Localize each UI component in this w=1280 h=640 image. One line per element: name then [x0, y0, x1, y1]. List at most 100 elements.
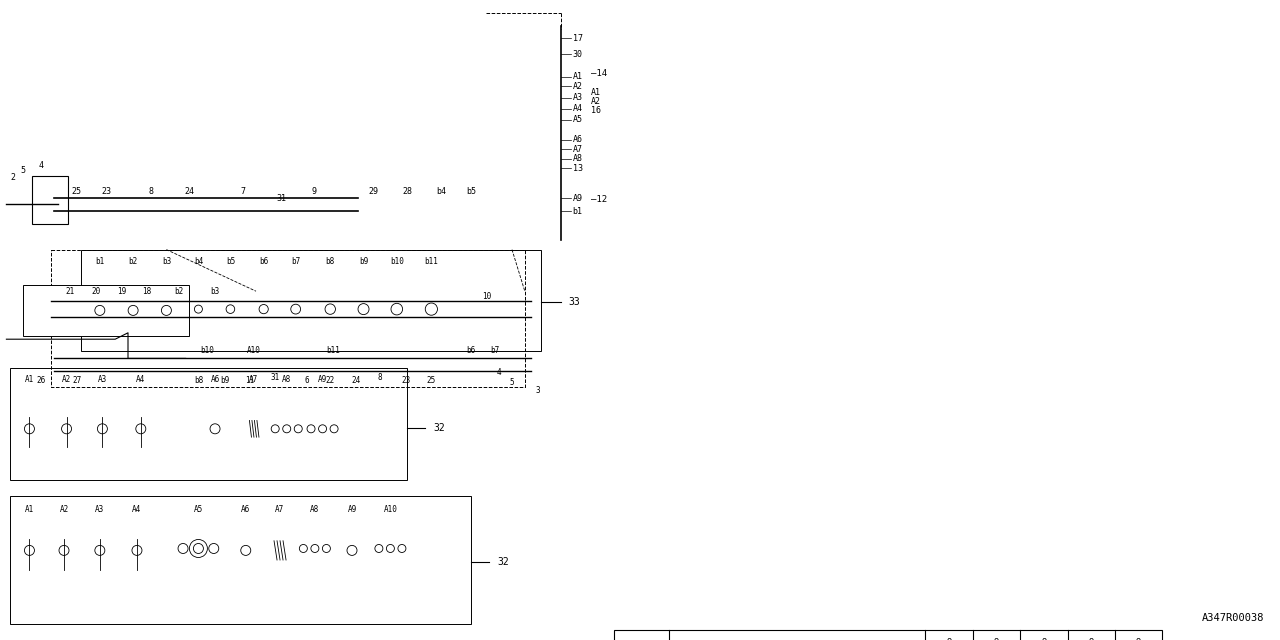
Bar	[10, 368, 407, 480]
Text: 9
1: 9 1	[993, 638, 1000, 640]
Text: 9
3: 9 3	[1088, 638, 1094, 640]
Text: A7: A7	[248, 376, 259, 385]
Bar	[10, 496, 471, 624]
Text: A7: A7	[572, 145, 582, 154]
Text: 23: 23	[401, 376, 411, 385]
Text: A1: A1	[24, 506, 35, 515]
Text: 6: 6	[305, 376, 310, 385]
Text: 32: 32	[433, 422, 445, 433]
Text: A1: A1	[590, 88, 600, 97]
Text: b10: b10	[201, 346, 214, 355]
Text: b1: b1	[95, 257, 105, 266]
Text: A9: A9	[572, 194, 582, 203]
Text: 5: 5	[509, 378, 515, 387]
Text: 21: 21	[65, 287, 76, 296]
Text: b5: b5	[225, 257, 236, 266]
Bar	[51, 250, 525, 387]
Text: b7: b7	[291, 257, 301, 266]
Text: A3: A3	[97, 376, 108, 385]
Text: 22: 22	[325, 376, 335, 385]
Bar	[614, 630, 1162, 640]
Text: 13: 13	[572, 164, 582, 173]
Text: A2: A2	[59, 506, 69, 515]
Text: 9: 9	[311, 188, 316, 196]
Text: b8: b8	[193, 376, 204, 385]
Text: A6: A6	[241, 506, 251, 515]
Text: A6: A6	[572, 135, 582, 144]
Text: b3: b3	[161, 257, 172, 266]
Text: A5: A5	[572, 115, 582, 124]
Text: A3: A3	[572, 93, 582, 102]
Text: A2: A2	[590, 97, 600, 106]
Text: A9: A9	[347, 506, 357, 515]
Text: 19: 19	[116, 287, 127, 296]
Text: b10: b10	[390, 257, 403, 266]
Text: A347R00038: A347R00038	[1202, 612, 1265, 623]
Text: b3: b3	[210, 287, 220, 296]
Text: A10: A10	[247, 346, 260, 355]
Text: 25: 25	[426, 376, 436, 385]
Text: A3: A3	[95, 506, 105, 515]
Text: 9
2: 9 2	[1041, 638, 1047, 640]
Text: b6: b6	[259, 257, 269, 266]
Text: A10: A10	[384, 506, 397, 515]
Text: b4: b4	[436, 188, 447, 196]
Text: 31: 31	[270, 373, 280, 382]
Text: b8: b8	[325, 257, 335, 266]
Text: 10: 10	[481, 292, 492, 301]
Text: b9: b9	[358, 257, 369, 266]
Text: b11: b11	[326, 346, 339, 355]
Bar	[32, 176, 68, 224]
Text: 23: 23	[101, 188, 111, 196]
Text: 26: 26	[36, 376, 46, 385]
Text: 30: 30	[572, 50, 582, 59]
Text: 28: 28	[402, 188, 412, 196]
Text: 33: 33	[568, 297, 581, 307]
Text: 9
0: 9 0	[946, 638, 952, 640]
Text: A2: A2	[61, 376, 72, 385]
Text: 16: 16	[590, 106, 600, 115]
Text: 8: 8	[148, 188, 154, 196]
Text: 3: 3	[535, 386, 540, 395]
Text: 4: 4	[38, 161, 44, 170]
Text: A8: A8	[310, 506, 320, 515]
Text: 2: 2	[10, 173, 15, 182]
Text: A8: A8	[572, 154, 582, 163]
Text: A7: A7	[274, 506, 284, 515]
Text: 32: 32	[497, 557, 509, 567]
Text: b2: b2	[174, 287, 184, 296]
Text: b1: b1	[572, 207, 582, 216]
Text: A9: A9	[317, 376, 328, 385]
Text: b6: b6	[466, 346, 476, 355]
Bar	[23, 285, 189, 336]
Text: —14: —14	[590, 69, 607, 78]
Text: 11: 11	[244, 376, 255, 385]
Text: b5: b5	[466, 188, 476, 196]
Text: 25: 25	[72, 188, 82, 196]
Text: A6: A6	[210, 376, 220, 385]
Text: A4: A4	[136, 376, 146, 385]
Text: A5: A5	[193, 506, 204, 515]
Text: 31: 31	[276, 194, 287, 203]
Text: 8: 8	[378, 373, 383, 382]
Text: A1: A1	[572, 72, 582, 81]
Text: A2: A2	[572, 82, 582, 91]
Text: 5: 5	[20, 166, 26, 175]
Text: 27: 27	[72, 376, 82, 385]
Text: 7: 7	[241, 188, 246, 196]
Text: 20: 20	[91, 287, 101, 296]
Text: A4: A4	[572, 104, 582, 113]
Text: b11: b11	[425, 257, 438, 266]
Text: b7: b7	[490, 346, 500, 355]
Text: A1: A1	[24, 376, 35, 385]
Text: —12: —12	[590, 195, 607, 204]
Text: b2: b2	[128, 257, 138, 266]
Text: 18: 18	[142, 287, 152, 296]
Text: 4: 4	[497, 368, 502, 377]
Text: 17: 17	[572, 34, 582, 43]
Text: 9
4: 9 4	[1135, 638, 1142, 640]
Bar	[81, 250, 541, 351]
Text: A8: A8	[282, 376, 292, 385]
Text: b4: b4	[193, 257, 204, 266]
Text: A4: A4	[132, 506, 142, 515]
